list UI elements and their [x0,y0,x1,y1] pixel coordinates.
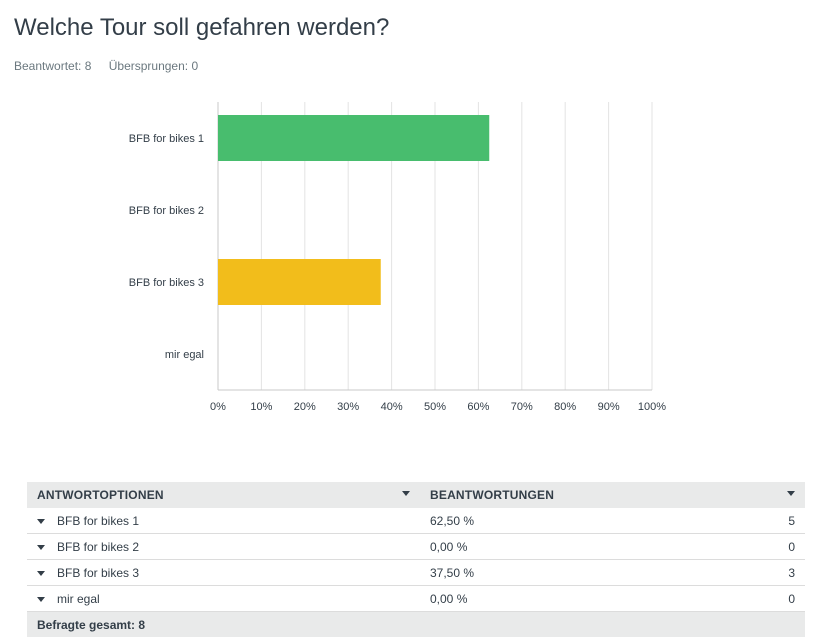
expand-caret-icon[interactable] [37,518,45,524]
column-header-options-label: ANTWORTOPTIONEN [37,488,164,502]
x-tick-label: 40% [381,401,403,413]
question-title: Welche Tour soll gefahren werden? [14,14,390,41]
column-header-options[interactable]: ANTWORTOPTIONEN [27,482,420,508]
skipped-count: Übersprungen: 0 [108,59,199,73]
table-row: BFB for bikes 3 37,50 % 3 [27,559,805,586]
x-tick-label: 50% [424,401,446,413]
answer-option-label: mir egal [57,591,100,606]
response-stats: Beantwortet: 8 Übersprungen: 0 [14,59,212,73]
bar-1[interactable] [218,115,490,161]
sort-responses-icon[interactable] [787,491,795,496]
column-header-responses[interactable]: BEANTWORTUNGEN [420,482,805,508]
x-tick-label: 20% [294,401,316,413]
x-tick-label: 100% [638,401,666,413]
category-label: mir egal [165,349,204,361]
answer-count: 0 [745,533,805,560]
chart-bars [218,115,490,305]
answer-percent: 0,00 % [420,533,745,560]
x-tick-label: 10% [250,401,272,413]
expand-caret-icon[interactable] [37,544,45,550]
answer-option[interactable]: BFB for bikes 3 [27,559,420,586]
x-tick-label: 70% [511,401,533,413]
x-tick-label: 90% [598,401,620,413]
category-label: BFB for bikes 3 [129,277,204,289]
column-header-responses-label: BEANTWORTUNGEN [430,488,555,502]
table-row: BFB for bikes 2 0,00 % 0 [27,533,805,560]
bar-3[interactable] [218,259,381,305]
category-label: BFB for bikes 1 [129,133,204,145]
answer-count: 5 [745,508,805,534]
answer-option-label: BFB for bikes 1 [57,513,140,528]
responses-table: ANTWORTOPTIONEN BEANTWORTUNGEN BFB for b… [27,482,805,637]
table-row: mir egal 0,00 % 0 [27,585,805,612]
answer-count: 3 [745,559,805,586]
bar-chart: BFB for bikes 1 BFB for bikes 2 BFB for bi… [129,102,666,413]
sort-options-icon[interactable] [402,491,410,496]
category-label: BFB for bikes 2 [129,205,204,217]
total-respondents: Befragte gesamt: 8 [27,611,805,637]
chart-tick-labels: 0% 10% 20% 30% 40% 50% 60% 70% 80% 90% 100% [210,401,666,413]
answered-count: Beantwortet: 8 [14,59,92,73]
answer-option[interactable]: mir egal [27,585,420,612]
chart-category-labels: BFB for bikes 1 BFB for bikes 2 BFB for bi… [129,133,204,361]
answer-option[interactable]: BFB for bikes 2 [27,533,420,560]
x-tick-label: 0% [210,401,226,413]
answer-option-label: BFB for bikes 3 [57,565,140,580]
x-tick-label: 80% [554,401,576,413]
answer-count: 0 [745,585,805,612]
expand-caret-icon[interactable] [37,570,45,576]
answer-percent: 0,00 % [420,585,745,612]
table-row: BFB for bikes 1 62,50 % 5 [27,508,805,534]
expand-caret-icon[interactable] [37,596,45,602]
x-tick-label: 60% [467,401,489,413]
answer-percent: 62,50 % [420,508,745,534]
answer-option[interactable]: BFB for bikes 1 [27,508,420,534]
answer-option-label: BFB for bikes 2 [57,539,140,554]
x-tick-label: 30% [337,401,359,413]
answer-percent: 37,50 % [420,559,745,586]
